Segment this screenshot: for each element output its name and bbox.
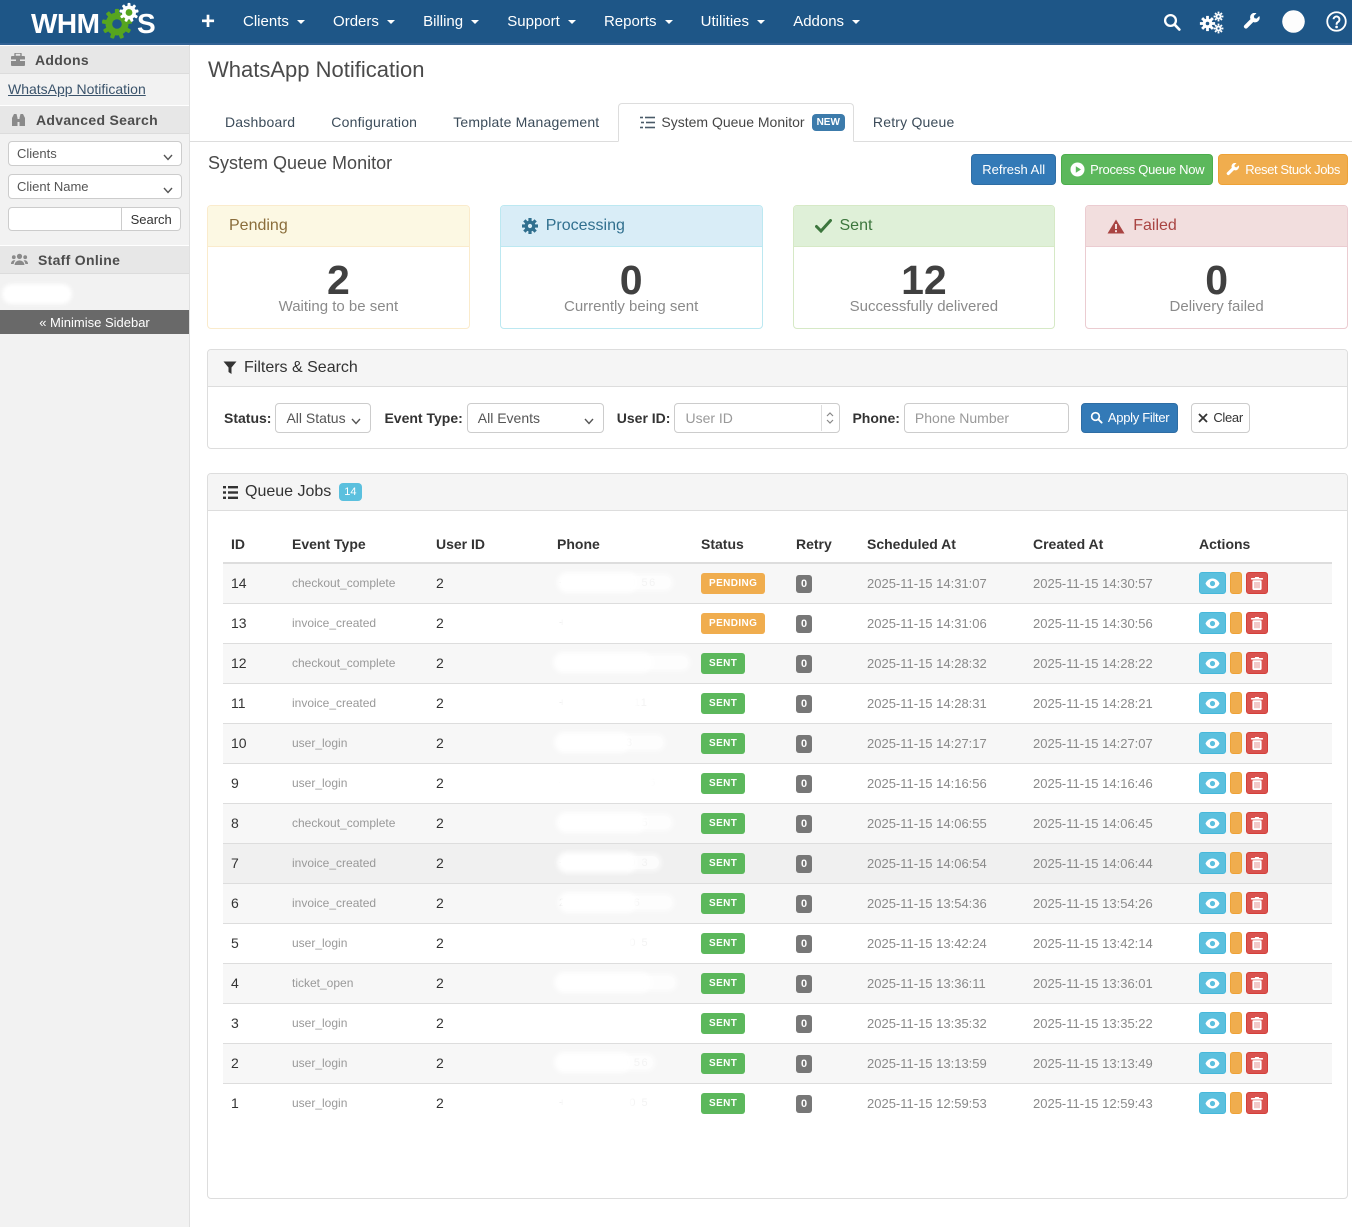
svg-text:S: S xyxy=(137,8,156,39)
svg-text:WHM: WHM xyxy=(31,8,99,39)
